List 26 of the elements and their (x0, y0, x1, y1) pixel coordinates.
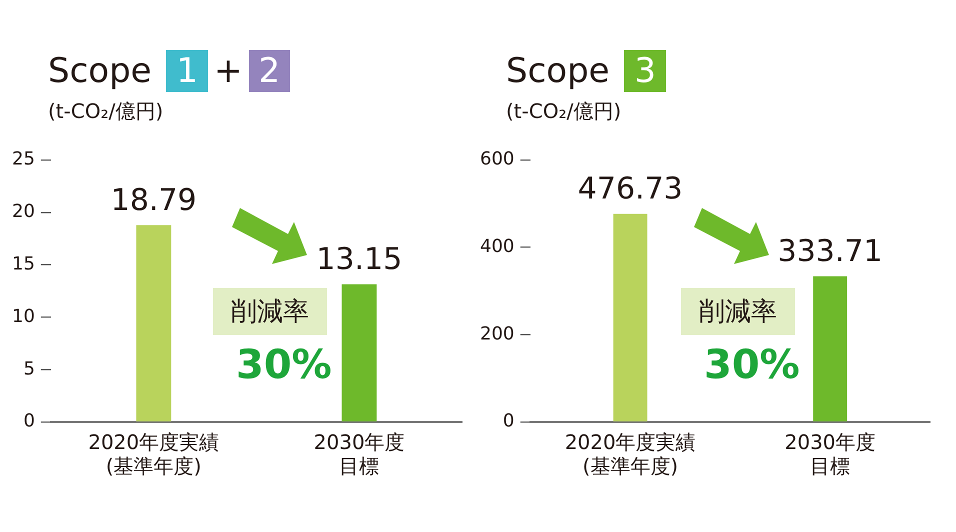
annotation: 30% (236, 342, 332, 388)
chart-title: Scope 3 (506, 50, 658, 92)
data-label: 333.71 (778, 234, 883, 270)
x-tick-label: 2020年度実績(基準年度) (564, 430, 696, 478)
data-label: 476.73 (578, 172, 683, 207)
chart-title: Scope 1 + 2 (48, 50, 282, 92)
y-tick-label: 25 (12, 148, 35, 170)
y-tick-label: 5 (23, 358, 35, 380)
data-label: 13.15 (316, 242, 402, 277)
annotation: 30% (704, 342, 800, 388)
y-tick-label: 0 (23, 410, 35, 432)
y-tick-label: 15 (12, 253, 35, 274)
data-label: 18.79 (110, 182, 197, 218)
annotation: 削減率 (681, 288, 795, 335)
x-tick-label: 2030年度目標 (314, 430, 405, 478)
y-tick-label: 10 (12, 306, 35, 327)
y-axis-title: (t-CO₂/億円) (506, 98, 622, 125)
y-tick-label: 0 (502, 410, 514, 432)
y-axis-title: (t-CO₂/億円) (48, 98, 164, 125)
x-tick-label: 2030年度目標 (784, 430, 876, 478)
y-tick-label: 200 (480, 323, 514, 344)
y-tick-label: 600 (480, 148, 514, 170)
x-tick-label: 2020年度実績(基準年度) (88, 430, 220, 478)
y-tick-label: 20 (12, 201, 35, 222)
y-tick-label: 400 (480, 236, 514, 258)
annotation: 削減率 (213, 288, 327, 335)
